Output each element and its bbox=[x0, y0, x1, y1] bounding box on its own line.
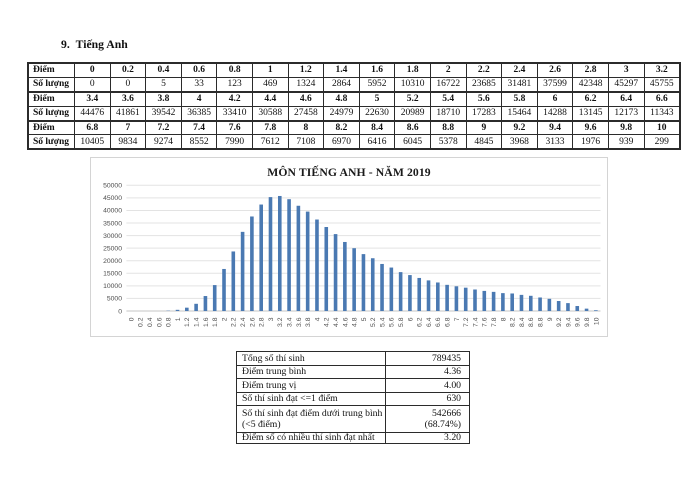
svg-text:6.4: 6.4 bbox=[426, 317, 433, 327]
svg-text:1.2: 1.2 bbox=[184, 317, 191, 327]
svg-text:0: 0 bbox=[118, 308, 122, 315]
svg-text:4.8: 4.8 bbox=[352, 317, 359, 327]
svg-text:4.4: 4.4 bbox=[333, 317, 340, 327]
svg-text:45000: 45000 bbox=[103, 195, 122, 202]
svg-text:3.6: 3.6 bbox=[296, 317, 303, 327]
svg-text:2.4: 2.4 bbox=[240, 317, 247, 327]
svg-text:6.2: 6.2 bbox=[417, 317, 424, 327]
svg-text:20000: 20000 bbox=[103, 258, 122, 265]
svg-text:2.2: 2.2 bbox=[231, 317, 238, 327]
svg-text:0.8: 0.8 bbox=[166, 317, 173, 327]
svg-text:8.2: 8.2 bbox=[510, 317, 517, 327]
svg-text:9.2: 9.2 bbox=[556, 317, 563, 327]
svg-text:10: 10 bbox=[593, 317, 600, 325]
svg-text:1.6: 1.6 bbox=[203, 317, 210, 327]
svg-text:50000: 50000 bbox=[103, 183, 122, 190]
svg-text:0.4: 0.4 bbox=[147, 317, 154, 327]
svg-text:6.6: 6.6 bbox=[435, 317, 442, 327]
svg-text:25000: 25000 bbox=[103, 245, 122, 252]
svg-text:6.8: 6.8 bbox=[445, 317, 452, 327]
svg-text:5.8: 5.8 bbox=[398, 317, 405, 327]
svg-text:3.4: 3.4 bbox=[286, 317, 293, 327]
svg-text:8.4: 8.4 bbox=[519, 317, 526, 327]
svg-text:5.4: 5.4 bbox=[379, 317, 386, 327]
svg-text:0: 0 bbox=[128, 317, 135, 321]
svg-text:4.6: 4.6 bbox=[342, 317, 349, 327]
svg-text:3.8: 3.8 bbox=[305, 317, 312, 327]
svg-text:9: 9 bbox=[547, 317, 554, 321]
svg-text:5000: 5000 bbox=[107, 296, 122, 303]
svg-text:1: 1 bbox=[175, 317, 182, 321]
svg-text:1.8: 1.8 bbox=[212, 317, 219, 327]
svg-text:9.6: 9.6 bbox=[575, 317, 582, 327]
svg-text:10000: 10000 bbox=[103, 283, 122, 290]
svg-text:7: 7 bbox=[454, 317, 461, 321]
svg-text:8.6: 8.6 bbox=[528, 317, 535, 327]
svg-text:2: 2 bbox=[221, 317, 228, 321]
svg-text:15000: 15000 bbox=[103, 271, 122, 278]
svg-text:8: 8 bbox=[500, 317, 507, 321]
svg-text:4: 4 bbox=[314, 317, 321, 321]
svg-text:40000: 40000 bbox=[103, 208, 122, 215]
svg-text:35000: 35000 bbox=[103, 220, 122, 227]
svg-text:2.8: 2.8 bbox=[259, 317, 266, 327]
svg-text:5: 5 bbox=[361, 317, 368, 321]
svg-text:9.4: 9.4 bbox=[565, 317, 572, 327]
svg-text:5.6: 5.6 bbox=[389, 317, 396, 327]
svg-text:7.6: 7.6 bbox=[482, 317, 489, 327]
svg-text:4.2: 4.2 bbox=[324, 317, 331, 327]
svg-text:1.4: 1.4 bbox=[194, 317, 201, 327]
svg-text:30000: 30000 bbox=[103, 233, 122, 240]
svg-text:3.2: 3.2 bbox=[277, 317, 284, 327]
svg-text:6: 6 bbox=[407, 317, 414, 321]
svg-text:2.6: 2.6 bbox=[249, 317, 256, 327]
svg-text:5.2: 5.2 bbox=[370, 317, 377, 327]
svg-text:8.8: 8.8 bbox=[537, 317, 544, 327]
svg-text:7.2: 7.2 bbox=[463, 317, 470, 327]
svg-text:0.6: 0.6 bbox=[156, 317, 163, 327]
svg-text:0.2: 0.2 bbox=[138, 317, 145, 327]
svg-text:9.8: 9.8 bbox=[584, 317, 591, 327]
svg-text:3: 3 bbox=[268, 317, 275, 321]
svg-text:7.8: 7.8 bbox=[491, 317, 498, 327]
svg-text:7.4: 7.4 bbox=[472, 317, 479, 327]
